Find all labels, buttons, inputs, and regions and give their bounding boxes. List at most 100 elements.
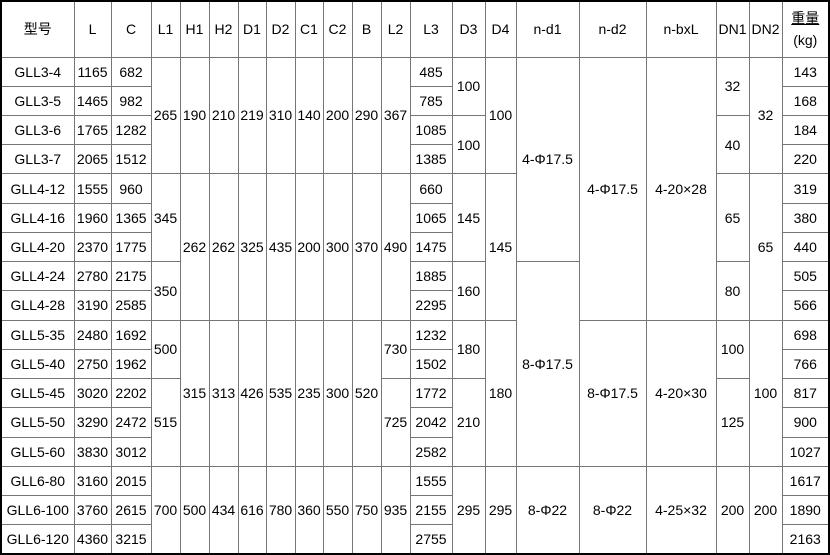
- model-cell: GLL6-100: [0, 495, 75, 526]
- value-cell: 520: [351, 319, 382, 467]
- value-cell: 3830: [73, 436, 112, 467]
- header-C1: C1: [294, 0, 324, 58]
- value-cell: 367: [380, 56, 411, 175]
- table-row: GLL5-60 3830 3012 2582 1027: [0, 436, 830, 467]
- header-D1: D1: [237, 0, 267, 58]
- table-row: GLL4-16 1960 1365 1065 380: [0, 202, 830, 233]
- value-cell: 210: [451, 378, 486, 467]
- value-cell: 1960: [73, 202, 112, 233]
- header-L: L: [73, 0, 112, 58]
- value-cell: 1890: [781, 495, 830, 526]
- value-cell: 295: [451, 465, 486, 555]
- value-cell: 200: [748, 465, 783, 555]
- value-cell: 2472: [110, 407, 152, 438]
- value-cell: 345: [150, 173, 181, 263]
- value-cell: 2755: [409, 524, 453, 555]
- header-D4: D4: [484, 0, 517, 58]
- value-cell: 8-Φ22: [515, 465, 580, 555]
- header-D2: D2: [265, 0, 296, 58]
- value-cell: 1165: [73, 56, 112, 87]
- value-cell: 2065: [73, 144, 112, 175]
- model-cell: GLL4-28: [0, 290, 75, 321]
- value-cell: 1282: [110, 114, 152, 146]
- value-cell: 2295: [409, 290, 453, 321]
- value-cell: 1502: [409, 348, 453, 380]
- value-cell: 982: [110, 85, 152, 116]
- value-cell: 500: [179, 465, 210, 555]
- value-cell: 4-20×30: [645, 319, 717, 467]
- value-cell: 700: [150, 465, 181, 555]
- model-cell: GLL5-35: [0, 319, 75, 350]
- header-row: 型号 L C L1 H1 H2 D1 D2 C1 C2 B L2 L3 D3 D…: [0, 0, 830, 58]
- value-cell: 184: [781, 114, 830, 146]
- header-L2: L2: [380, 0, 411, 58]
- value-cell: 485: [409, 56, 453, 87]
- value-cell: 325: [237, 173, 267, 321]
- value-cell: 200: [322, 56, 353, 175]
- value-cell: 210: [208, 56, 239, 175]
- header-DN1: DN1: [715, 0, 750, 58]
- value-cell: 2615: [110, 495, 152, 526]
- value-cell: 1475: [409, 231, 453, 263]
- value-cell: 65: [748, 173, 783, 321]
- value-cell: 40: [715, 114, 750, 175]
- value-cell: 4-Φ17.5: [515, 56, 580, 263]
- value-cell: 180: [451, 319, 486, 380]
- header-model: 型号: [0, 0, 75, 58]
- model-cell: GLL4-12: [0, 173, 75, 204]
- value-cell: 32: [715, 56, 750, 116]
- value-cell: 780: [265, 465, 296, 555]
- value-cell: 168: [781, 85, 830, 116]
- value-cell: 262: [208, 173, 239, 321]
- value-cell: 100: [451, 56, 486, 116]
- value-cell: 300: [322, 319, 353, 467]
- value-cell: 2582: [409, 436, 453, 467]
- value-cell: 200: [715, 465, 750, 555]
- model-cell: GLL5-60: [0, 436, 75, 467]
- value-cell: 160: [451, 261, 486, 321]
- table-row: GLL6-80 3160 2015 700 500 434 616 780 360 550 750 9…: [0, 465, 830, 555]
- value-cell: 434: [208, 465, 239, 555]
- table-row: GLL3-7 2065 1512 1385 220: [0, 144, 830, 175]
- value-cell: 100: [484, 56, 517, 175]
- value-cell: 1065: [409, 202, 453, 233]
- value-cell: 725: [380, 378, 411, 467]
- header-weight-title: 重量: [791, 10, 820, 27]
- table-row: GLL3-5 1465 982 785 168: [0, 85, 830, 116]
- value-cell: 566: [781, 290, 830, 321]
- header-DN2: DN2: [748, 0, 783, 58]
- table-row: GLL4-12 1555 960 345 262 262 325 435 200 300 370 49…: [0, 173, 830, 321]
- model-cell: GLL3-6: [0, 114, 75, 146]
- model-cell: GLL6-120: [0, 524, 75, 555]
- value-cell: 3215: [110, 524, 152, 555]
- value-cell: 766: [781, 348, 830, 380]
- table-row: GLL4-24 2780 2175 350 1885 160 8-Φ17.5 80 505: [0, 261, 830, 467]
- value-cell: 313: [208, 319, 239, 467]
- table-row: GLL5-35 2480 1692 500 315 313 426 535 235 300 520 7…: [0, 319, 830, 467]
- value-cell: 1555: [73, 173, 112, 204]
- value-cell: 2163: [781, 524, 830, 555]
- header-weight-unit: (kg): [793, 32, 818, 49]
- value-cell: 817: [781, 378, 830, 409]
- value-cell: 4-25×32: [645, 465, 717, 555]
- value-cell: 1085: [409, 114, 453, 146]
- value-cell: 380: [781, 202, 830, 233]
- value-cell: 2155: [409, 495, 453, 526]
- value-cell: 515: [150, 378, 181, 467]
- value-cell: 350: [150, 261, 181, 321]
- value-cell: 4360: [73, 524, 112, 555]
- value-cell: 145: [484, 173, 517, 321]
- value-cell: 1765: [73, 114, 112, 146]
- value-cell: 370: [351, 173, 382, 321]
- value-cell: 1775: [110, 231, 152, 263]
- value-cell: 2015: [110, 465, 152, 497]
- value-cell: 698: [781, 319, 830, 350]
- value-cell: 100: [748, 319, 783, 467]
- model-cell: GLL4-24: [0, 261, 75, 292]
- value-cell: 1365: [110, 202, 152, 233]
- header-n-d1: n-d1: [515, 0, 580, 58]
- value-cell: 935: [380, 465, 411, 555]
- header-C2: C2: [322, 0, 353, 58]
- value-cell: 2370: [73, 231, 112, 263]
- value-cell: 8-Φ22: [578, 465, 647, 555]
